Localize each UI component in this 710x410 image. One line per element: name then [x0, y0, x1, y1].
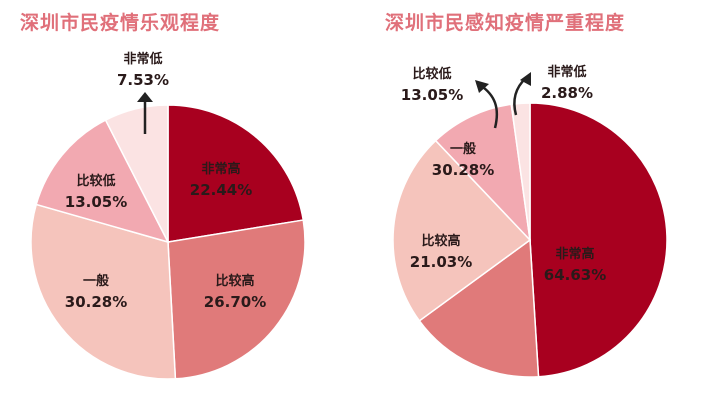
- pie-slice-neutral: [30, 203, 177, 380]
- right-label-very-high: 非常高 64.63%: [544, 245, 606, 285]
- label-category: 非常高: [201, 162, 241, 177]
- label-value: 26.70%: [203, 293, 267, 311]
- label-value: 30.28%: [431, 161, 495, 179]
- left-label-high: 比较高 26.70%: [204, 272, 266, 312]
- arrow-right-low: [475, 80, 499, 129]
- pie-slice-low: [434, 103, 532, 243]
- label-category: 一般: [82, 274, 110, 289]
- label-category: 非常低: [547, 65, 587, 80]
- pie-slice-very-low: [104, 104, 169, 243]
- left-label-very-low: 非常低 7.53%: [117, 50, 169, 90]
- pie-slice-very-high: [529, 102, 668, 378]
- left-pie: [30, 104, 306, 380]
- right-label-neutral: 一般 30.28%: [432, 140, 494, 180]
- label-category: 比较高: [421, 234, 461, 249]
- label-category: 比较低: [76, 174, 116, 189]
- label-value: 7.53%: [116, 71, 170, 89]
- left-chart-title: 深圳市民疫情乐观程度: [20, 12, 221, 34]
- pie-slice-high: [167, 219, 306, 380]
- label-category: 比较高: [215, 274, 255, 289]
- label-value: 13.05%: [400, 86, 464, 104]
- left-label-neutral: 一般 30.28%: [65, 272, 127, 312]
- left-label-low: 比较低 13.05%: [65, 172, 127, 212]
- label-category: 非常高: [555, 247, 595, 262]
- label-category: 比较低: [412, 67, 452, 82]
- pie-slice-very-high: [167, 104, 305, 243]
- pie-slice-neutral: [392, 139, 532, 322]
- left-label-very-high: 非常高 22.44%: [190, 160, 252, 200]
- pie-slice-low: [35, 119, 170, 244]
- label-value: 30.28%: [64, 293, 128, 311]
- label-value: 2.88%: [540, 84, 594, 102]
- pie-slice-high: [418, 238, 540, 378]
- arrow-right-very-low: [513, 72, 531, 116]
- label-category: 一般: [449, 142, 477, 157]
- label-value: 22.44%: [189, 181, 253, 199]
- pie-slice-very-low: [510, 102, 531, 241]
- right-pie: [392, 102, 668, 378]
- right-label-very-low: 非常低 2.88%: [541, 63, 593, 103]
- label-value: 64.63%: [543, 266, 607, 284]
- right-chart-title: 深圳市民感知疫情严重程度: [385, 12, 626, 34]
- label-value: 13.05%: [64, 193, 128, 211]
- label-value: 21.03%: [409, 253, 473, 271]
- arrow-left-very-low: [137, 92, 153, 134]
- right-label-low: 比较低 13.05%: [401, 65, 463, 105]
- right-label-high: 比较高 21.03%: [410, 232, 472, 272]
- label-category: 非常低: [123, 52, 163, 67]
